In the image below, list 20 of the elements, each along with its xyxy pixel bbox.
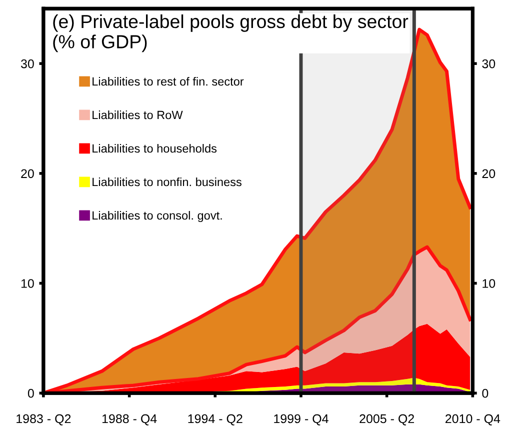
y2-tick-label: 20 (482, 169, 496, 178)
x-tick-label: 1999 - Q4 (274, 414, 328, 426)
y2-tick-label: 10 (482, 279, 496, 288)
y-tick-label: 20 (21, 169, 34, 178)
legend-label: Liabilities to RoW (92, 110, 183, 120)
x-tick-label: 2005 - Q2 (360, 414, 414, 426)
legend-label: Liabilities to households (92, 144, 217, 153)
legend-label: Liabilities to nonfin. business (92, 177, 242, 186)
y-tick-label: 10 (21, 279, 34, 288)
y-tick-label: 30 (20, 59, 34, 68)
y2-tick-label: 30 (482, 59, 496, 68)
text: (e) Private-label pools gross debt by sector (% of GDP) (53, 14, 408, 52)
x-tick-label: 2010 - Q4 (446, 414, 500, 426)
y-tick-label: 0 (28, 388, 34, 398)
legend-label: Liabilities to rest of fin. sector (92, 77, 244, 86)
x-tick-label: 1994 - Q2 (188, 414, 242, 426)
x-tick-label: 1988 - Q4 (102, 414, 157, 426)
legend-label: Liabilities to consol. govt. (92, 210, 222, 222)
y2-tick-label: 0 (482, 388, 488, 398)
x-tick-label: 1983 - Q2 (16, 414, 71, 426)
